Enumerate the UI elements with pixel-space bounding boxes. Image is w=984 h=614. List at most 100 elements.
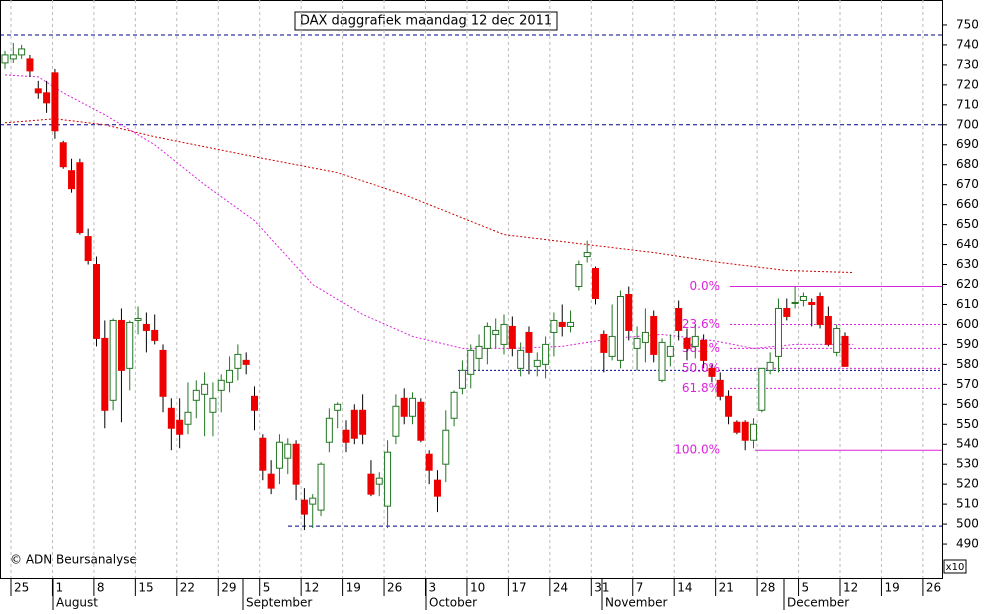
candle-body: [641, 331, 649, 343]
candle-body: [209, 397, 217, 413]
copyright: © ADN Beursanalyse: [10, 553, 137, 567]
candle-body: [159, 349, 167, 397]
candle-body: [766, 361, 774, 371]
x-tick-label: 15: [138, 581, 153, 595]
x-tick-label: 5: [802, 581, 810, 595]
candle-body: [542, 343, 550, 365]
y-tick-label: 730: [956, 57, 979, 71]
candle-body: [184, 411, 192, 425]
y-tick-label: 590: [956, 337, 979, 351]
candle-body: [608, 335, 616, 357]
y-tick-label: 510: [956, 497, 979, 511]
candle-body: [117, 319, 125, 371]
candle-body: [325, 417, 333, 443]
candle-body: [458, 369, 466, 389]
candle-body: [691, 335, 699, 347]
candle-body: [392, 405, 400, 437]
candle-body: [758, 367, 766, 411]
candle-body: [450, 391, 458, 419]
x-tick-label: 7: [636, 581, 644, 595]
y-tick-label: 650: [956, 217, 979, 231]
candle-body: [467, 349, 475, 375]
candle-body: [533, 359, 541, 367]
x-tick-label: 17: [511, 581, 526, 595]
candle-body: [774, 307, 782, 357]
y-tick-label: 630: [956, 257, 979, 271]
plot-frame: [0, 0, 943, 579]
y-tick-label: 610: [956, 297, 979, 311]
candle-body: [675, 307, 683, 331]
x-tick-label: 22: [180, 581, 195, 595]
y-tick-label: 540: [956, 437, 979, 451]
candle-body: [783, 307, 791, 317]
candle-body: [309, 497, 317, 505]
y-tick-label: 680: [956, 157, 979, 171]
candle-body: [575, 264, 583, 288]
candle-body: [700, 339, 708, 361]
candle-body: [151, 329, 159, 341]
candle-body: [275, 441, 283, 469]
x-tick-label: 24: [553, 581, 568, 595]
fib-label: 23.6%: [682, 317, 720, 331]
candle-body: [425, 453, 433, 471]
candle-body: [733, 421, 741, 433]
candle-body: [126, 321, 134, 369]
y-tick-label: 490: [956, 537, 979, 551]
x-tick-label: 5: [263, 581, 271, 595]
y-tick-label: 640: [956, 237, 979, 251]
candle-body: [367, 473, 375, 495]
candle-body: [9, 54, 17, 60]
y-tick-label: 500: [956, 517, 979, 531]
candle-body: [409, 397, 417, 417]
candle-body: [725, 395, 733, 417]
candle-body: [59, 142, 67, 168]
y-tick-label: 580: [956, 357, 979, 371]
y-tick-label: 690: [956, 137, 979, 151]
x-tick-label: 1: [55, 581, 63, 595]
candle-body: [475, 345, 483, 359]
candle-body: [508, 325, 516, 349]
month-label: September: [246, 596, 312, 610]
candle-body: [658, 341, 666, 381]
candle-body: [816, 295, 824, 325]
candle-body: [234, 353, 242, 369]
candle-body: [517, 349, 525, 369]
candle-body: [741, 421, 749, 441]
candle-body: [259, 437, 267, 471]
candle-body: [101, 337, 109, 411]
candle-body: [442, 429, 450, 465]
candle-body: [242, 359, 250, 365]
candle-body: [791, 301, 799, 304]
candle-body: [134, 317, 142, 321]
candle-body: [799, 295, 807, 301]
candle-body: [92, 264, 100, 339]
y-tick-label: 700: [956, 117, 979, 131]
candle-body: [84, 236, 92, 262]
y-tick-label: 550: [956, 417, 979, 431]
y-tick-label: 520: [956, 477, 979, 491]
candle-body: [251, 395, 259, 411]
x-tick-label: 3: [429, 581, 437, 595]
x-tick-label: 12: [843, 581, 858, 595]
candle-body: [76, 162, 84, 234]
candle-body: [400, 397, 408, 417]
candle-body: [300, 499, 308, 515]
candle-body: [708, 367, 716, 377]
month-label: December: [787, 596, 849, 610]
candle-body: [176, 419, 184, 435]
candle-body: [525, 331, 533, 353]
x-tick-label: 12: [304, 581, 319, 595]
scale-note: x10: [946, 562, 965, 573]
candle-body: [550, 319, 558, 333]
y-tick-label: 530: [956, 457, 979, 471]
candle-body: [359, 409, 367, 435]
x-tick-label: 21: [719, 581, 734, 595]
candle-body: [342, 429, 350, 443]
candle-body: [500, 323, 508, 345]
candle-body: [600, 333, 608, 353]
fib-label: 100.0%: [674, 443, 720, 457]
candle-body: [833, 327, 841, 353]
candle-body: [51, 72, 59, 132]
candle-body: [650, 315, 658, 355]
